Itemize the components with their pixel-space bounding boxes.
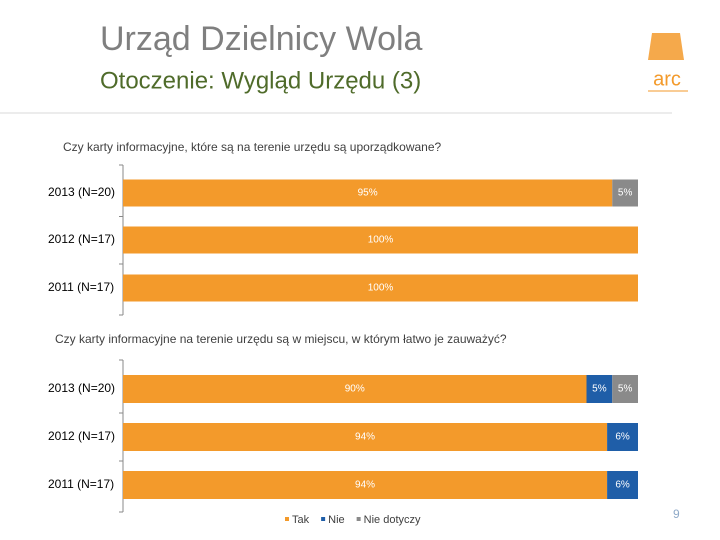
category-label: 2012 (N=17) xyxy=(48,232,115,246)
value-label: 6% xyxy=(615,480,630,491)
legend-label: Nie dotyczy xyxy=(364,514,421,526)
category-label: 2012 (N=17) xyxy=(48,429,115,443)
category-label: 2013 (N=20) xyxy=(48,381,115,395)
value-label: 100% xyxy=(368,235,394,246)
bar-segment xyxy=(123,274,638,302)
chart-question: Czy karty informacyjne na terenie urzędu… xyxy=(55,332,507,346)
value-label: 5% xyxy=(618,384,633,395)
value-label: 90% xyxy=(345,384,365,395)
slide-title: Urząd Dzielnicy Wola xyxy=(100,20,423,58)
value-label: 95% xyxy=(358,188,378,199)
value-label: 5% xyxy=(592,384,607,395)
chart-question: Czy karty informacyjne, które są na tere… xyxy=(63,140,442,154)
bar-segment xyxy=(586,375,613,403)
legend-swatch xyxy=(285,517,289,521)
bar-segment xyxy=(607,471,638,499)
value-label: 5% xyxy=(618,188,633,199)
category-label: 2011 (N=17) xyxy=(48,477,114,491)
bar-segment xyxy=(123,471,608,499)
legend-swatch xyxy=(356,517,361,521)
value-label: 100% xyxy=(368,283,394,294)
logo-text: arc xyxy=(653,68,681,90)
value-label: 94% xyxy=(355,432,375,443)
page-number: 9 xyxy=(673,507,680,521)
bar-segment xyxy=(612,375,638,403)
bar-segment xyxy=(607,423,638,451)
value-label: 6% xyxy=(615,432,630,443)
slide-subtitle: Otoczenie: Wygląd Urzędu (3) xyxy=(100,67,421,94)
logo: arc xyxy=(648,33,688,92)
bar-segment xyxy=(123,423,608,451)
value-label: 94% xyxy=(355,480,375,491)
legend-label: Nie xyxy=(328,514,345,526)
category-label: 2011 (N=17) xyxy=(48,280,114,294)
bar-segment xyxy=(123,375,587,403)
legend-swatch xyxy=(321,517,326,521)
bar-segment xyxy=(123,226,638,254)
legend-label: Tak xyxy=(292,514,310,526)
bar-segment xyxy=(123,179,613,207)
bar-segment xyxy=(612,179,638,207)
category-label: 2013 (N=20) xyxy=(48,185,115,199)
